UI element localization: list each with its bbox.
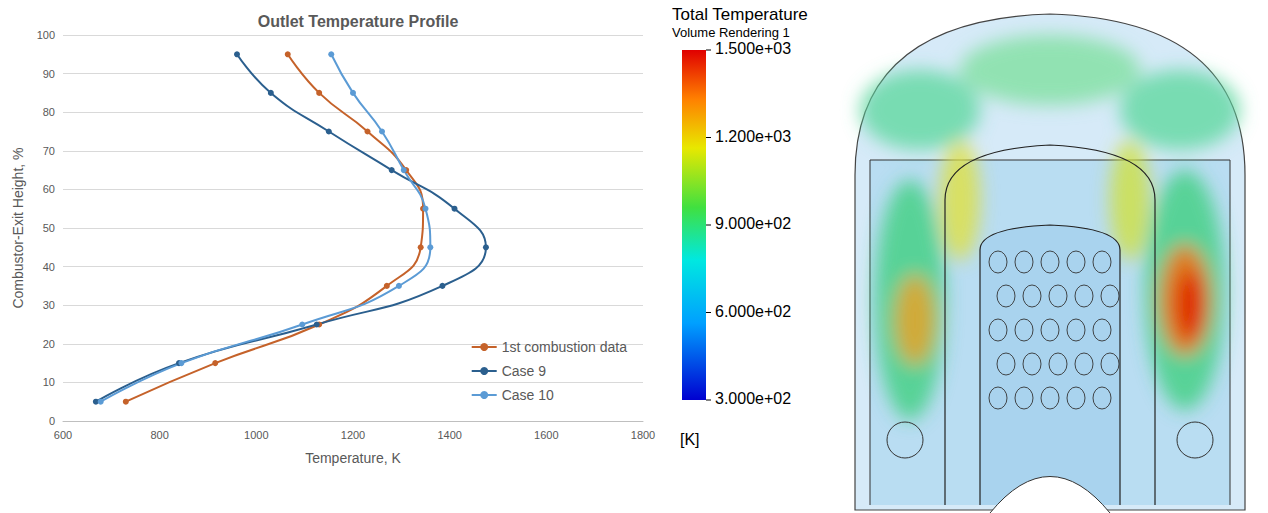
svg-text:80: 80 [43,106,55,118]
svg-text:Combustor-Exit Height, %: Combustor-Exit Height, % [10,147,26,308]
svg-text:20: 20 [43,338,55,350]
svg-text:Total Temperature: Total Temperature [672,5,808,24]
svg-text:1st combustion data: 1st combustion data [502,339,628,355]
svg-text:60: 60 [43,183,55,195]
svg-text:1200: 1200 [341,429,365,441]
svg-text:90: 90 [43,68,55,80]
svg-text:30: 30 [43,299,55,311]
svg-text:40: 40 [43,261,55,273]
svg-text:Case 9: Case 9 [502,363,547,379]
svg-text:800: 800 [150,429,168,441]
svg-text:0: 0 [49,415,55,427]
svg-text:6.000e+02: 6.000e+02 [715,303,791,320]
svg-text:1800: 1800 [631,429,655,441]
svg-text:Temperature, K: Temperature, K [305,450,401,466]
svg-text:1.500e+03: 1.500e+03 [715,40,791,57]
svg-text:Volume Rendering 1: Volume Rendering 1 [672,25,790,40]
svg-text:10: 10 [43,376,55,388]
svg-text:1600: 1600 [534,429,558,441]
svg-text:50: 50 [43,222,55,234]
svg-text:[K]: [K] [680,431,700,448]
svg-text:70: 70 [43,145,55,157]
svg-text:Outlet Temperature Profile: Outlet Temperature Profile [258,13,459,30]
svg-text:3.000e+02: 3.000e+02 [715,390,791,407]
svg-text:600: 600 [54,429,72,441]
svg-text:9.000e+02: 9.000e+02 [715,215,791,232]
svg-text:Case 10: Case 10 [502,387,554,403]
svg-text:1400: 1400 [437,429,461,441]
svg-text:100: 100 [37,29,55,41]
svg-text:1.200e+03: 1.200e+03 [715,128,791,145]
svg-text:1000: 1000 [244,429,268,441]
